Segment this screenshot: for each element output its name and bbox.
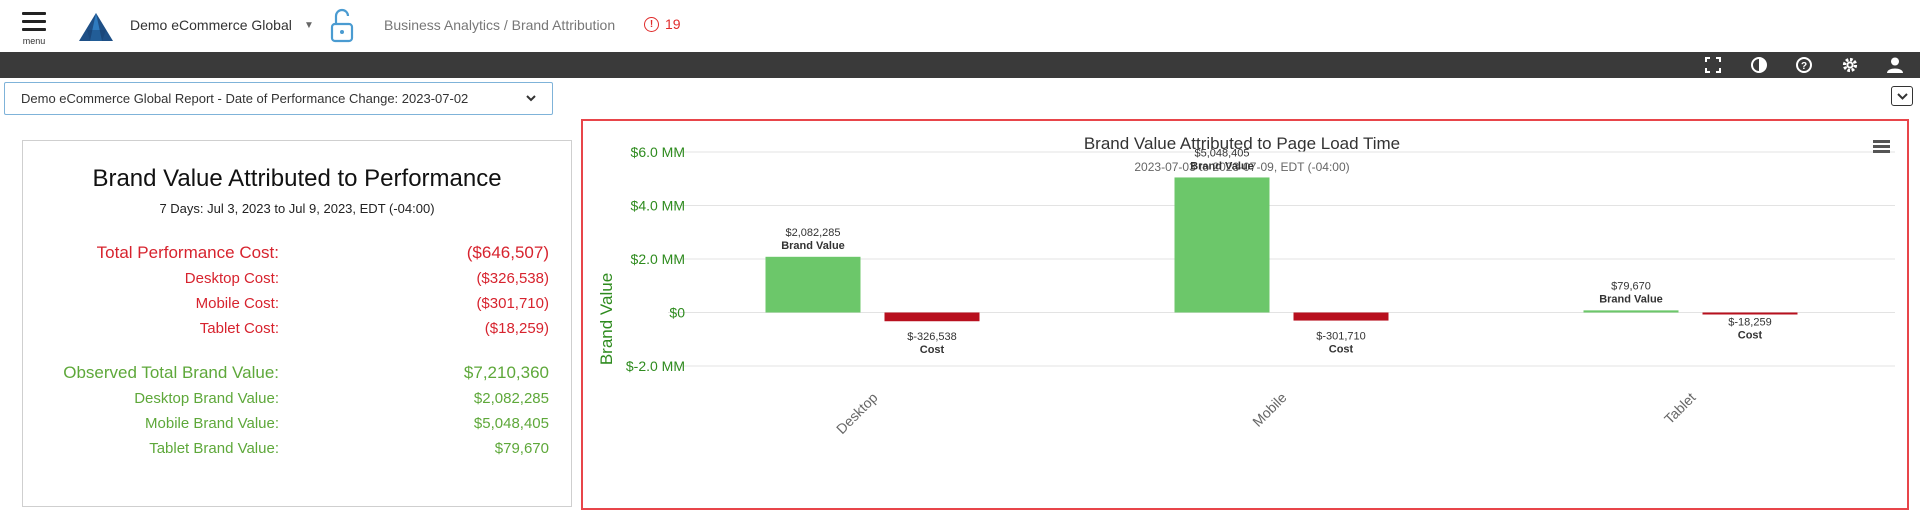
data-label-value: $-301,710: [1316, 331, 1366, 343]
unlock-icon[interactable]: [328, 8, 356, 44]
hamburger-icon-bar: [22, 20, 46, 23]
chevron-down-icon[interactable]: ▼: [304, 20, 314, 31]
x-tick-label: Desktop: [833, 389, 881, 437]
row-value: ($646,507): [466, 243, 549, 262]
svg-text:?: ?: [1801, 61, 1807, 72]
row-value: $7,210,360: [463, 363, 549, 382]
alert-badge[interactable]: ! 19: [644, 16, 681, 32]
y-tick-label: $6.0 MM: [631, 144, 685, 160]
row-label: Mobile Brand Value:: [145, 415, 279, 432]
data-label-value: $5,048,405: [1194, 147, 1249, 159]
row-label: Total Performance Cost:: [96, 243, 279, 262]
data-label-series: Brand Value: [1599, 293, 1663, 305]
top-bar: menu Demo eCommerce Global ▼ Business An…: [0, 0, 1920, 52]
breadcrumb: Business Analytics / Brand Attribution: [384, 17, 616, 33]
data-label-series: Cost: [920, 344, 945, 356]
x-tick-label: Mobile: [1249, 389, 1290, 430]
chevron-down-icon: [1896, 92, 1908, 100]
summary-subtitle: 7 Days: Jul 3, 2023 to Jul 9, 2023, EDT …: [159, 201, 435, 216]
hamburger-icon: [22, 12, 46, 15]
row-value: ($326,538): [476, 270, 549, 287]
menu-label: menu: [22, 36, 46, 46]
summary-card: Brand Value Attributed to Performance 7 …: [22, 140, 572, 507]
chart-grid: $6.0 MM $4.0 MM $2.0 MM $0 $-2.0 MM: [626, 144, 1895, 374]
cost-bar-desktop[interactable]: [884, 312, 980, 322]
brand-value-bar-tablet[interactable]: [1583, 310, 1679, 313]
chart-subtitle: 2023-07-03 to 2023-07-09, EDT (-04:00): [1134, 160, 1349, 174]
help-icon[interactable]: ?: [1795, 56, 1813, 74]
row-value: $5,048,405: [473, 415, 549, 432]
summary-title: Brand Value Attributed to Performance: [92, 165, 502, 192]
row-value: $2,082,285: [473, 390, 549, 407]
user-icon[interactable]: [1886, 56, 1904, 74]
contrast-icon[interactable]: [1750, 56, 1768, 74]
chart-bars: [765, 177, 1798, 322]
report-select-value: Demo eCommerce Global Report - Date of P…: [21, 91, 469, 106]
data-label-series: Brand Value: [1190, 160, 1254, 172]
brand-value-chart: Brand Value Attributed to Page Load Time…: [597, 134, 1895, 437]
hamburger-icon-bar: [22, 28, 46, 31]
company-logo-icon: [79, 13, 113, 41]
data-label-value: $79,670: [1611, 280, 1651, 292]
report-select[interactable]: Demo eCommerce Global Report - Date of P…: [4, 82, 553, 115]
brand-value-bar-desktop[interactable]: [765, 256, 861, 313]
menu-button[interactable]: menu: [20, 10, 50, 48]
row-label: Observed Total Brand Value:: [63, 363, 279, 382]
row-value: ($18,259): [484, 320, 549, 337]
gear-icon[interactable]: [1841, 56, 1859, 74]
y-tick-label: $0: [669, 305, 685, 321]
brand-value-bar-mobile[interactable]: [1174, 177, 1270, 313]
data-label-value: $2,082,285: [785, 227, 840, 239]
row-label: Tablet Brand Value:: [149, 440, 279, 457]
y-tick-label: $-2.0 MM: [626, 358, 685, 374]
toolbar: ?: [0, 52, 1920, 78]
collapse-button[interactable]: [1891, 86, 1913, 106]
row-value: $79,670: [494, 440, 549, 457]
y-axis-label: Brand Value: [597, 273, 616, 365]
row-label: Tablet Cost:: [199, 320, 279, 337]
y-tick-label: $4.0 MM: [631, 198, 685, 214]
alert-count: 19: [665, 16, 681, 32]
chevron-down-icon: [526, 95, 536, 102]
row-label: Desktop Brand Value:: [134, 390, 279, 407]
x-tick-label: Tablet: [1661, 389, 1699, 427]
org-name[interactable]: Demo eCommerce Global: [130, 17, 292, 33]
alert-icon: !: [644, 16, 659, 32]
data-label-series: Brand Value: [781, 240, 845, 252]
cost-bar-mobile[interactable]: [1293, 312, 1389, 321]
row-value: ($301,710): [476, 295, 549, 312]
chart-title: Brand Value Attributed to Page Load Time: [1084, 134, 1400, 153]
row-label: Mobile Cost:: [195, 295, 279, 312]
chart-menu-icon[interactable]: [1873, 139, 1891, 155]
cost-bar-tablet[interactable]: [1702, 312, 1798, 315]
y-tick-label: $2.0 MM: [631, 251, 685, 267]
data-label-series: Cost: [1329, 344, 1354, 356]
data-label-series: Cost: [1738, 330, 1763, 342]
data-label-value: $-18,259: [1728, 317, 1771, 329]
fullscreen-icon[interactable]: [1704, 56, 1722, 74]
data-label-value: $-326,538: [907, 331, 957, 343]
row-label: Desktop Cost:: [184, 270, 279, 287]
